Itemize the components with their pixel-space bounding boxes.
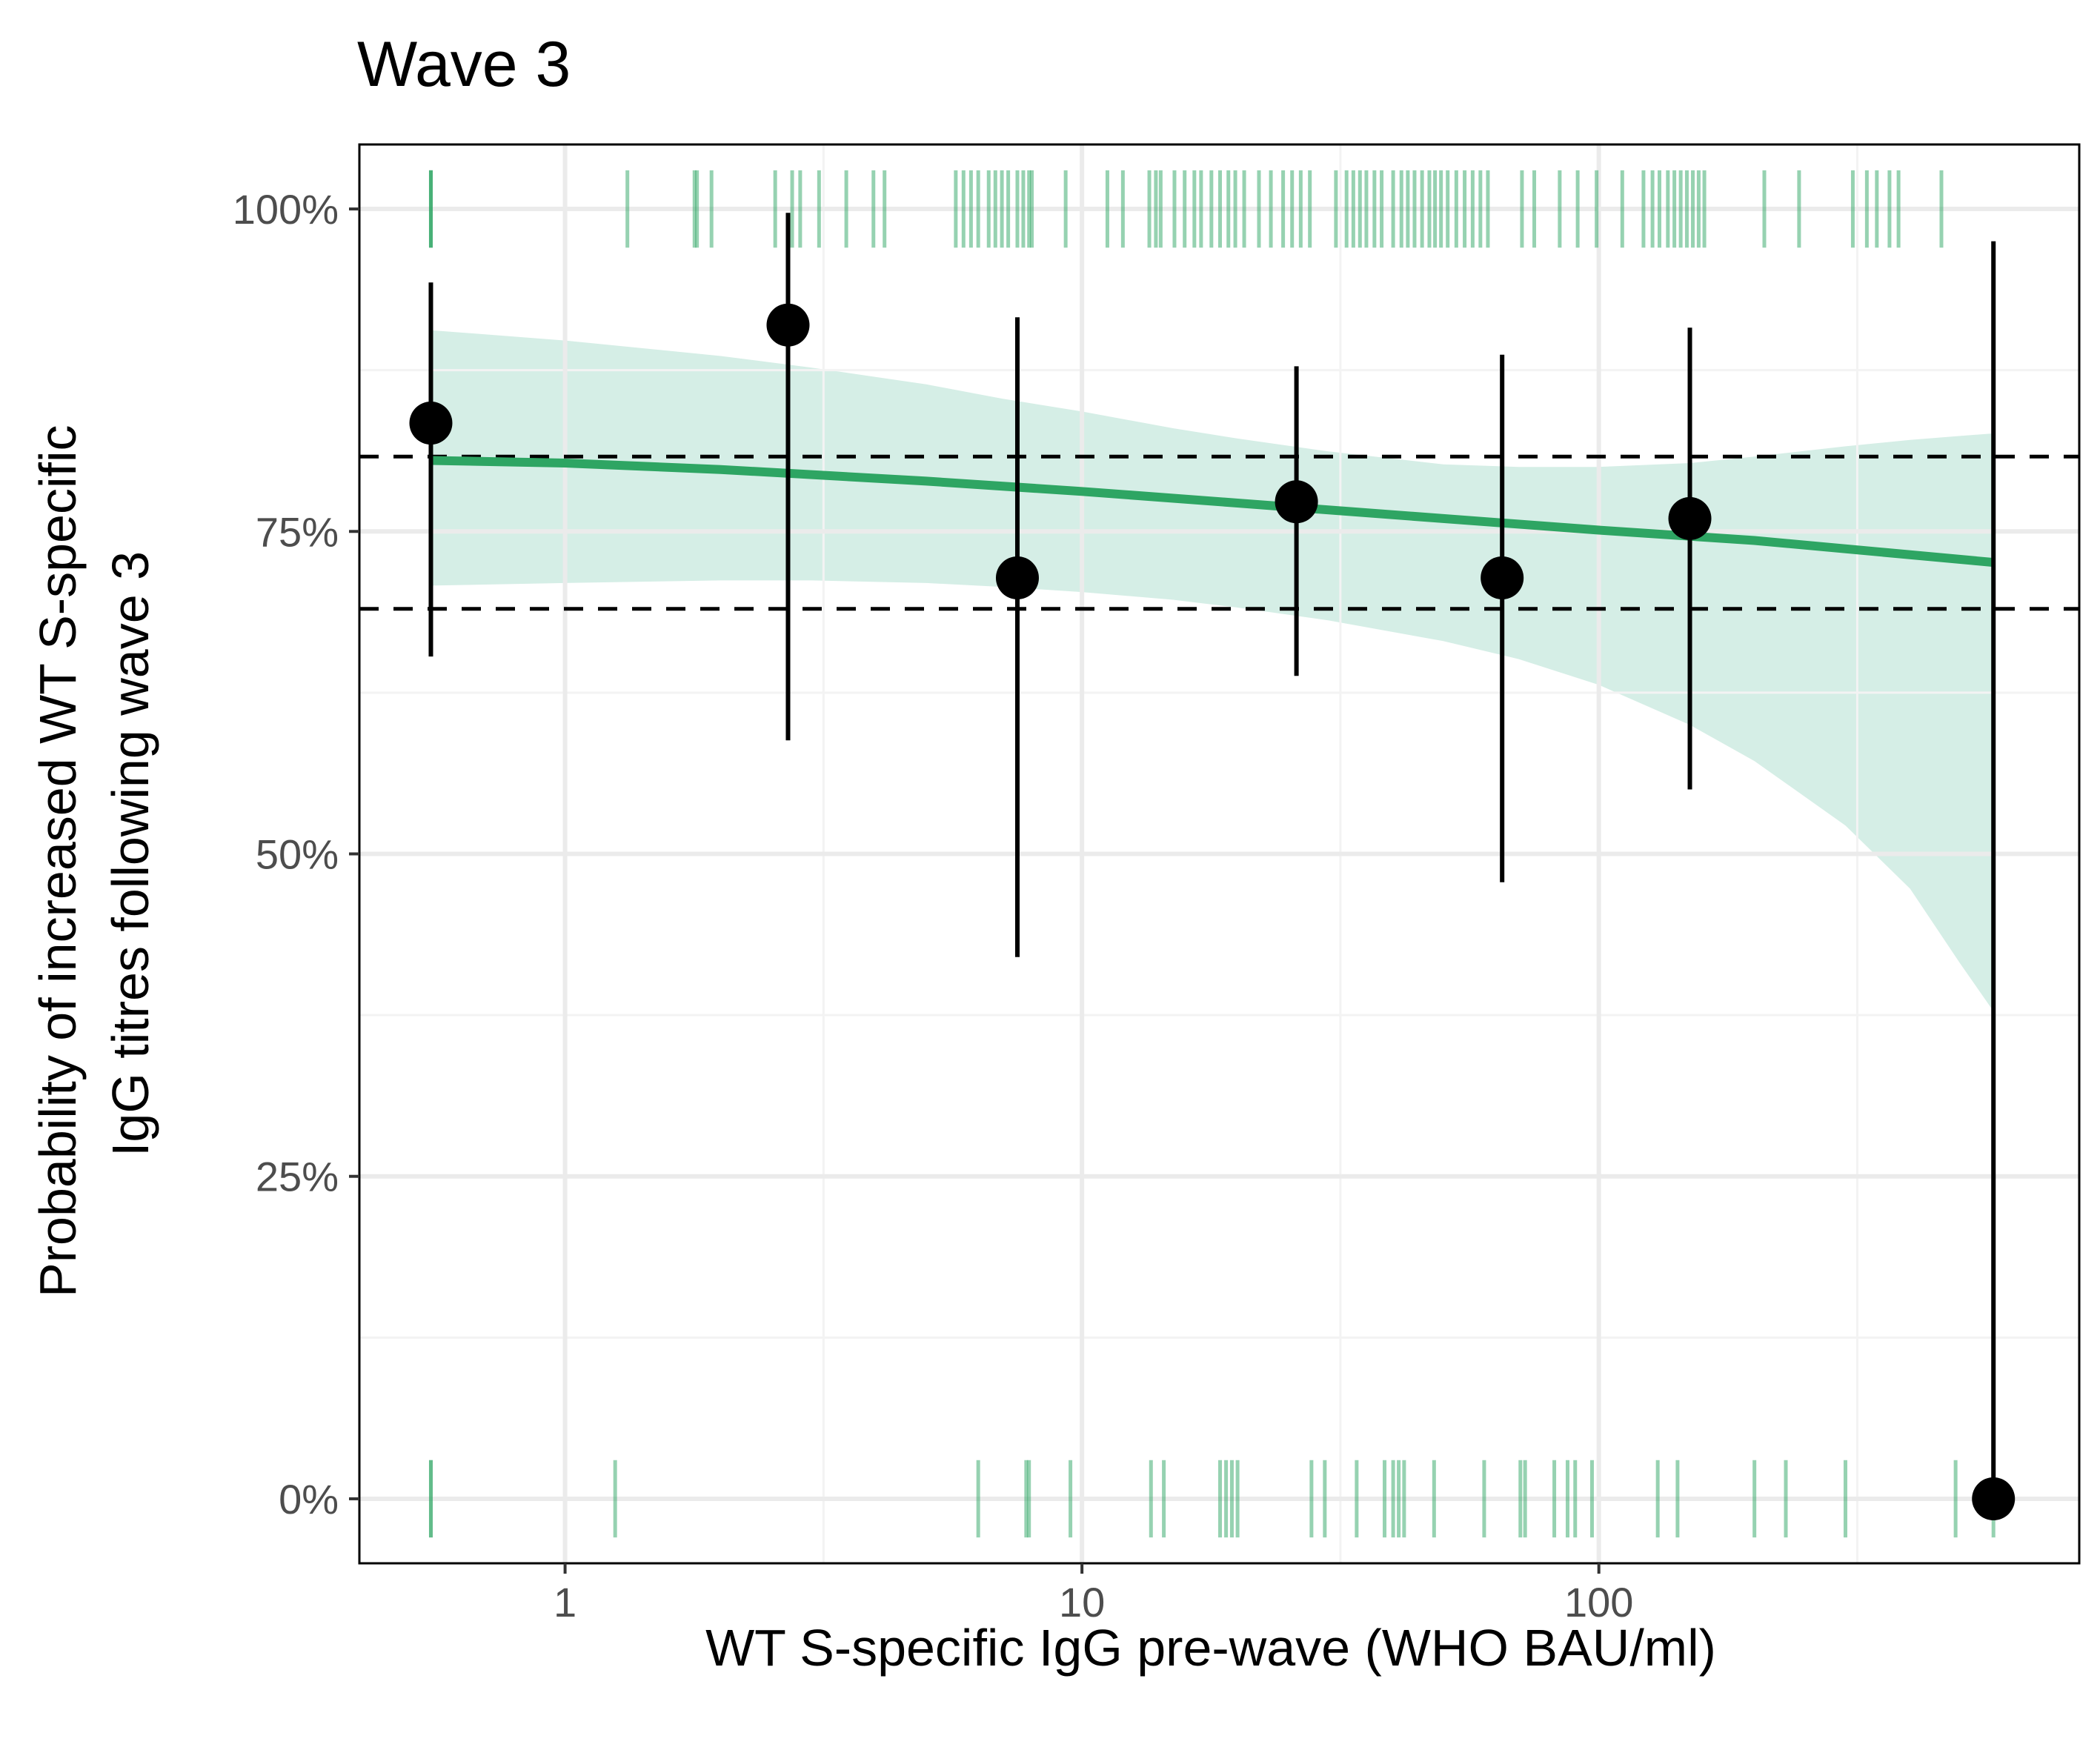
binned-points-layer [409,213,2016,1520]
reference-lines-layer [359,454,2079,611]
y-tick-label: 75% [256,508,339,555]
data-point [1972,1477,2016,1520]
rug-layer [428,170,1996,1538]
x-tick-label: 10 [1059,1579,1105,1626]
confidence-ribbon [431,330,1994,1011]
y-tick-label: 25% [256,1154,339,1200]
data-point [766,303,810,347]
y-axis-title-line-2: IgG titres following wave 3 [102,551,159,1157]
y-axis-title-line-1: Probability of increased WT S-specific [29,425,87,1297]
axis-ticks-layer: 0% 25% 50% 75% 100% 1 10 100 [233,186,1634,1626]
data-point [1668,496,1712,540]
data-point [995,556,1039,599]
x-tick-label: 1 [554,1579,576,1626]
grid-layer [359,144,2079,1563]
x-axis-title: WT S-specific IgG pre-wave (WHO BAU/ml) [705,1619,1716,1677]
y-axis-title: Probability of increased WT S-specific I… [29,410,159,1297]
confidence-ribbon-layer [431,330,1994,1011]
chart-title: Wave 3 [357,29,571,100]
data-point [1481,556,1524,599]
y-tick-label: 50% [256,831,339,878]
data-point [1275,480,1318,524]
y-tick-label: 100% [233,186,339,233]
x-tick-label: 100 [1564,1579,1633,1626]
y-tick-label: 0% [279,1476,339,1523]
data-point [409,402,453,445]
